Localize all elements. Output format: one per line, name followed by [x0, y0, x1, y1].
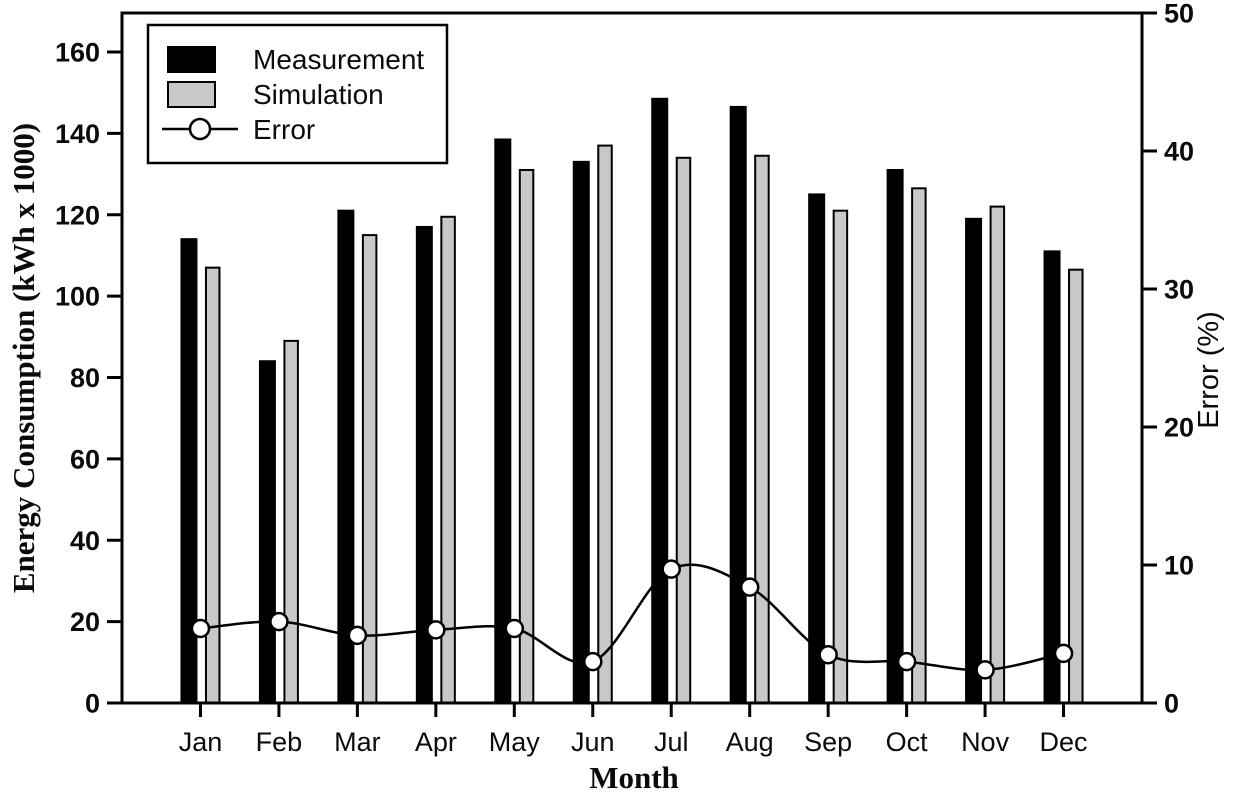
y-left-tick-label: 80: [70, 363, 100, 393]
y-left-tick-label: 20: [70, 607, 100, 637]
x-tick-label: Jan: [179, 727, 223, 757]
simulation-bar: [675, 156, 692, 705]
x-tick-label: Jul: [654, 727, 689, 757]
error-marker: [269, 611, 289, 632]
measurement-bar: [258, 360, 276, 704]
y-right-tick-label: 30: [1164, 275, 1194, 305]
x-tick-label: Oct: [886, 727, 929, 757]
legend-measurement-swatch: [167, 46, 216, 73]
error-marker: [426, 620, 446, 640]
error-marker: [583, 651, 603, 672]
simulation-bar: [1068, 268, 1084, 704]
y-left-tick-label: 60: [70, 444, 100, 474]
y-axis-right-title: Error (%): [1193, 311, 1225, 429]
error-marker: [975, 660, 995, 680]
legend-simulation-swatch: [167, 81, 216, 108]
error-marker: [739, 577, 760, 597]
legend-label-simulation: Simulation: [253, 79, 384, 110]
simulation-bar: [283, 339, 299, 704]
simulation-bar: [597, 144, 613, 705]
simulation-bar: [204, 266, 221, 704]
y-left-tick-label: 40: [70, 526, 100, 556]
y-left-tick-label: 140: [55, 119, 100, 149]
simulation-bar: [989, 205, 1006, 705]
measurement-bar: [729, 105, 747, 705]
legend-label-measurement: Measurement: [253, 44, 424, 75]
y-left-tick-label: 0: [85, 689, 100, 719]
x-tick-label: Nov: [961, 727, 1010, 757]
measurement-bar: [494, 138, 512, 704]
x-axis-title: Month: [589, 760, 679, 795]
y-left-tick-label: 100: [55, 282, 100, 312]
y-left-tick-label: 160: [55, 38, 100, 68]
error-marker: [504, 618, 525, 639]
error-marker: [1053, 643, 1074, 664]
simulation-bar: [832, 209, 849, 704]
x-tick-label: Dec: [1040, 727, 1088, 757]
y-right-tick-label: 10: [1164, 551, 1194, 581]
measurement-bar: [651, 97, 669, 704]
simulation-bar: [754, 154, 770, 705]
plot-frame: [120, 11, 1144, 705]
error-marker: [661, 559, 681, 579]
measurement-bar: [1043, 250, 1061, 704]
x-tick-label: Jun: [571, 727, 615, 757]
y-right-tick-label: 0: [1164, 689, 1179, 719]
simulation-bar: [911, 187, 927, 705]
error-marker: [896, 651, 917, 672]
y-axis-left-title: Energy Consumption (kWh x 1000): [6, 123, 41, 593]
x-tick-label: Apr: [415, 727, 457, 757]
x-tick-label: May: [489, 727, 541, 757]
y-right-tick-label: 20: [1164, 413, 1194, 443]
measurement-bar: [886, 168, 904, 704]
measurement-bar: [965, 217, 983, 704]
y-right-tick-label: 40: [1164, 137, 1194, 167]
x-tick-label: Mar: [334, 727, 381, 757]
x-tick-label: Aug: [726, 727, 774, 757]
y-left-tick-label: 120: [55, 200, 100, 230]
x-tick-label: Feb: [256, 727, 303, 757]
y-right-tick-label: 50: [1164, 0, 1194, 29]
error-marker: [818, 644, 838, 665]
error-marker: [190, 618, 211, 639]
error-line: [200, 563, 1064, 672]
legend-label-error: Error: [253, 114, 315, 145]
measurement-bar: [808, 193, 826, 704]
legend-error-marker-icon: [188, 117, 212, 141]
x-tick-label: Sep: [804, 727, 852, 757]
measurement-bar: [572, 160, 590, 704]
error-marker: [347, 625, 368, 646]
